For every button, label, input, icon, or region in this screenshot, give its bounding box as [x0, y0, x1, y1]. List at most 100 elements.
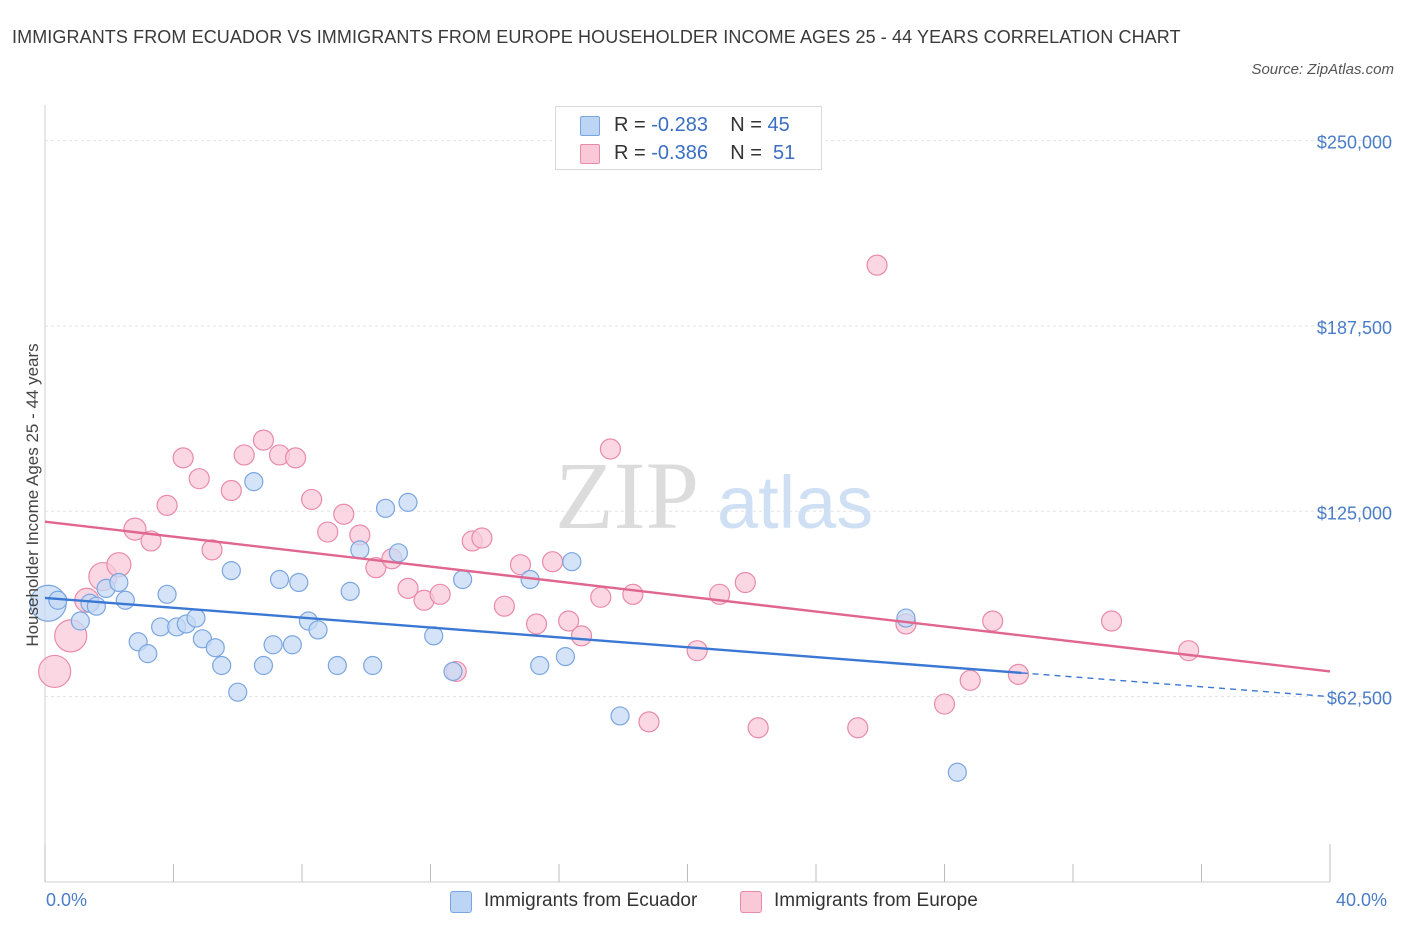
ecuador-point [263, 635, 283, 655]
ecuador-point [555, 647, 576, 667]
legend-n-value: 45 [767, 114, 790, 136]
ecuador-point [253, 655, 274, 676]
ecuador-point [443, 661, 463, 682]
ecuador-point [138, 644, 158, 664]
y-tick-label: $187,500 [1317, 318, 1392, 338]
ecuador-points [29, 472, 967, 782]
bottom-legend-swatch-europe [740, 891, 762, 913]
europe-point [747, 717, 769, 739]
europe-trend-line [44, 520, 1331, 673]
ecuador-point [350, 540, 370, 560]
europe-point [301, 488, 323, 511]
y-tick-label: $250,000 [1317, 133, 1392, 153]
bottom-legend-label-ecuador: Immigrants from Ecuador [484, 890, 698, 911]
europe-point [1007, 663, 1029, 686]
europe-point [123, 517, 147, 541]
europe-point [156, 494, 178, 516]
europe-point [686, 640, 708, 662]
europe-point [1178, 640, 1200, 662]
ecuador-point [228, 682, 248, 702]
y-tick-label: $62,500 [1327, 689, 1392, 709]
europe-point [847, 717, 869, 739]
ecuador-point [212, 655, 232, 676]
ecuador-point [388, 543, 408, 563]
legend-n-label: N = [730, 142, 762, 164]
ecuador-point [340, 581, 360, 601]
legend-r-label: R = [614, 114, 646, 136]
tick-labels: $62,500 $125,000 $187,500 $250,000 [1317, 133, 1392, 709]
y-axis-title: Householder Income Ages 25 - 44 years [23, 343, 42, 646]
ecuador-point [282, 635, 302, 655]
europe-point [252, 429, 275, 451]
x-tick-min: 0.0% [46, 890, 88, 910]
ecuador-point [530, 655, 550, 676]
europe-point [471, 527, 493, 549]
bottom-legend-swatch-ecuador [450, 891, 472, 913]
europe-point [365, 557, 387, 579]
ecuador-point [86, 596, 107, 616]
grid-lines [45, 140, 1392, 698]
ecuador-point [269, 569, 290, 590]
europe-point [233, 444, 255, 466]
ecuador-point [109, 572, 129, 593]
ecuador-point [947, 762, 967, 782]
x-tick-max: 40.0% [1336, 890, 1388, 910]
europe-point [590, 586, 612, 608]
ecuador-trend-extension [1021, 672, 1331, 698]
chart-title: IMMIGRANTS FROM ECUADOR VS IMMIGRANTS FR… [12, 27, 1181, 47]
ecuador-point [562, 552, 582, 572]
legend-n-value: 51 [773, 142, 796, 164]
ecuador-trend-line [44, 596, 1022, 675]
ecuador-point [70, 611, 90, 631]
axes [44, 105, 1331, 883]
europe-point [622, 583, 644, 605]
europe-point [397, 577, 419, 600]
europe-point [333, 503, 355, 525]
europe-point [509, 554, 532, 576]
europe-point [638, 711, 660, 733]
ecuador-point [896, 608, 916, 628]
ecuador-point [375, 498, 396, 518]
trend-lines [44, 520, 1331, 698]
ecuador-point [453, 569, 473, 590]
legend-r-value: -0.283 [651, 114, 708, 136]
ecuador-point [115, 590, 135, 610]
ecuador-point [151, 617, 171, 637]
europe-point [201, 539, 223, 561]
ecuador-point [205, 638, 225, 658]
watermark-zip: ZIP [555, 442, 699, 549]
legend-swatch-europe [580, 144, 600, 164]
ecuador-point [363, 655, 383, 676]
ecuador-point [244, 472, 264, 492]
ecuador-point [308, 620, 328, 640]
europe-point [188, 468, 210, 490]
source-label: Source: ZipAtlas.com [1251, 61, 1394, 78]
y-tick-label: $125,000 [1317, 503, 1392, 523]
europe-points [38, 254, 1200, 739]
europe-point [933, 693, 956, 715]
legend-n-label: N = [730, 114, 762, 136]
europe-point [284, 447, 307, 469]
europe-point [220, 479, 242, 502]
europe-point [866, 254, 888, 276]
watermark: ZIP atlas [555, 442, 873, 549]
europe-point [429, 583, 451, 605]
ecuador-point [186, 608, 206, 628]
europe-point [140, 530, 162, 552]
ecuador-point [424, 626, 444, 646]
legend-swatch-ecuador [580, 116, 600, 136]
europe-point [38, 654, 72, 689]
europe-point [493, 595, 515, 617]
europe-point [541, 551, 564, 573]
europe-point [317, 521, 339, 543]
europe-point [525, 613, 548, 635]
europe-point [599, 438, 622, 460]
ecuador-point [327, 655, 347, 676]
legend-r-value: -0.386 [651, 142, 708, 164]
europe-point [1100, 610, 1123, 632]
europe-point [172, 447, 194, 469]
europe-point [734, 571, 756, 594]
ecuador-point [221, 561, 241, 581]
europe-point [570, 625, 593, 647]
europe-point [982, 610, 1004, 632]
